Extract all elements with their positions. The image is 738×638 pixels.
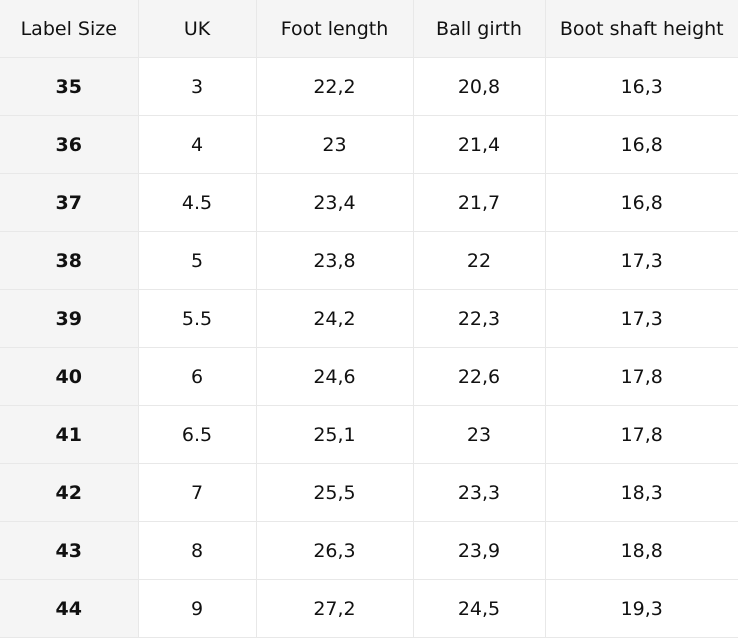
- cell-ball-girth: 22,3: [412, 289, 546, 348]
- table-row: 37 4.5 23,4 21,7 16,8: [0, 173, 738, 232]
- cell-label-size: 42: [0, 463, 139, 522]
- cell-ball-girth: 21,4: [412, 115, 546, 174]
- table-row: 39 5.5 24,2 22,3 17,3: [0, 289, 738, 348]
- cell-boot-shaft-height: 17,3: [544, 231, 738, 290]
- cell-label-size: 41: [0, 405, 139, 464]
- cell-boot-shaft-height: 16,3: [544, 57, 738, 116]
- cell-label-size: 39: [0, 289, 139, 348]
- table-row: 43 8 26,3 23,9 18,8: [0, 521, 738, 580]
- cell-label-size: 37: [0, 173, 139, 232]
- cell-boot-shaft-height: 17,3: [544, 289, 738, 348]
- header-label-size: Label Size: [0, 0, 139, 58]
- cell-ball-girth: 22,6: [412, 347, 546, 406]
- cell-foot-length: 26,3: [255, 521, 414, 580]
- cell-boot-shaft-height: 19,3: [544, 579, 738, 638]
- cell-ball-girth: 24,5: [412, 579, 546, 638]
- table-row: 44 9 27,2 24,5 19,3: [0, 579, 738, 638]
- cell-boot-shaft-height: 18,3: [544, 463, 738, 522]
- cell-boot-shaft-height: 16,8: [544, 115, 738, 174]
- cell-foot-length: 23: [255, 115, 414, 174]
- cell-label-size: 40: [0, 347, 139, 406]
- cell-foot-length: 25,1: [255, 405, 414, 464]
- cell-ball-girth: 23,3: [412, 463, 546, 522]
- cell-uk: 3: [137, 57, 257, 116]
- table-row: 42 7 25,5 23,3 18,3: [0, 463, 738, 522]
- cell-boot-shaft-height: 18,8: [544, 521, 738, 580]
- header-row: Label Size UK Foot length Ball girth Boo…: [0, 0, 738, 58]
- table-row: 40 6 24,6 22,6 17,8: [0, 347, 738, 406]
- cell-label-size: 44: [0, 579, 139, 638]
- cell-foot-length: 27,2: [255, 579, 414, 638]
- cell-ball-girth: 21,7: [412, 173, 546, 232]
- cell-ball-girth: 22: [412, 231, 546, 290]
- cell-ball-girth: 23: [412, 405, 546, 464]
- cell-uk: 4.5: [137, 173, 257, 232]
- cell-uk: 7: [137, 463, 257, 522]
- cell-foot-length: 22,2: [255, 57, 414, 116]
- table-row: 41 6.5 25,1 23 17,8: [0, 405, 738, 464]
- cell-ball-girth: 23,9: [412, 521, 546, 580]
- cell-foot-length: 23,8: [255, 231, 414, 290]
- cell-foot-length: 23,4: [255, 173, 414, 232]
- cell-uk: 9: [137, 579, 257, 638]
- table-row: 36 4 23 21,4 16,8: [0, 115, 738, 174]
- cell-foot-length: 25,5: [255, 463, 414, 522]
- cell-foot-length: 24,6: [255, 347, 414, 406]
- cell-uk: 6: [137, 347, 257, 406]
- cell-boot-shaft-height: 16,8: [544, 173, 738, 232]
- cell-label-size: 43: [0, 521, 139, 580]
- cell-uk: 6.5: [137, 405, 257, 464]
- cell-boot-shaft-height: 17,8: [544, 347, 738, 406]
- table-row: 35 3 22,2 20,8 16,3: [0, 57, 738, 116]
- cell-label-size: 38: [0, 231, 139, 290]
- cell-boot-shaft-height: 17,8: [544, 405, 738, 464]
- cell-label-size: 36: [0, 115, 139, 174]
- cell-foot-length: 24,2: [255, 289, 414, 348]
- header-ball-girth: Ball girth: [412, 0, 546, 58]
- table-row: 38 5 23,8 22 17,3: [0, 231, 738, 290]
- header-uk: UK: [137, 0, 257, 58]
- cell-ball-girth: 20,8: [412, 57, 546, 116]
- cell-uk: 5.5: [137, 289, 257, 348]
- header-boot-shaft-height: Boot shaft height: [544, 0, 738, 58]
- cell-uk: 8: [137, 521, 257, 580]
- cell-uk: 5: [137, 231, 257, 290]
- cell-uk: 4: [137, 115, 257, 174]
- header-foot-length: Foot length: [255, 0, 414, 58]
- cell-label-size: 35: [0, 57, 139, 116]
